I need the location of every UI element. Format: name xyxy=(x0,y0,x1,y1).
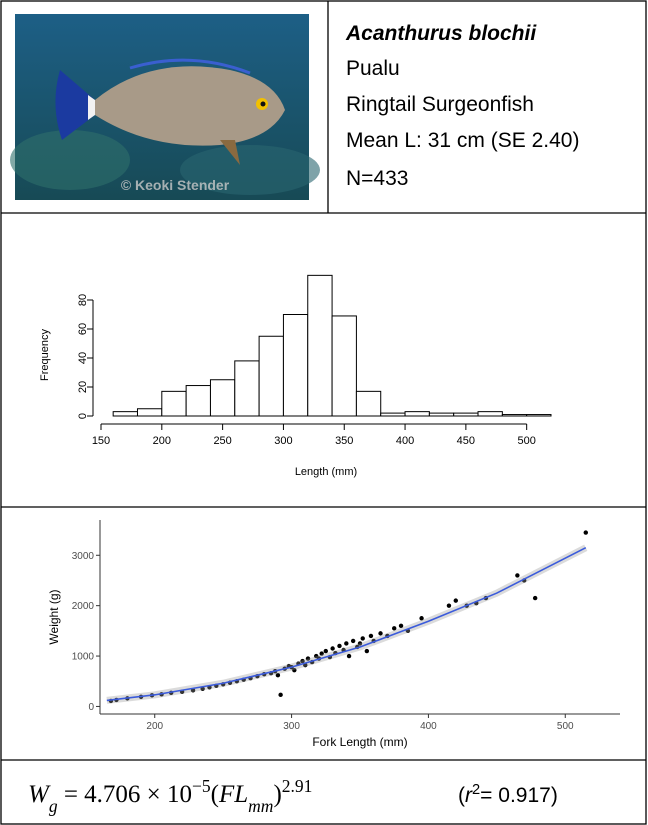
bar xyxy=(428,412,455,417)
bar xyxy=(453,412,479,417)
bar xyxy=(209,379,236,417)
point xyxy=(337,643,342,649)
point xyxy=(378,631,383,636)
point xyxy=(357,641,363,646)
x-tick-label: 450 xyxy=(457,435,475,447)
x-tick-label: 500 xyxy=(557,721,574,732)
y-tick-label: 2000 xyxy=(72,601,95,612)
bar xyxy=(355,390,382,417)
point xyxy=(292,667,297,673)
y-tick-label: 60 xyxy=(77,323,89,335)
point xyxy=(419,616,424,621)
bar xyxy=(331,315,357,417)
point xyxy=(330,646,335,651)
bar xyxy=(234,360,260,417)
fit-line xyxy=(106,547,587,702)
point xyxy=(305,656,311,661)
point xyxy=(532,595,538,601)
bar xyxy=(258,335,284,417)
y-tick-label: 1000 xyxy=(72,652,95,663)
bar xyxy=(380,412,406,417)
common-name: Ringtail Surgeonfish xyxy=(346,93,534,116)
y-axis-title: Weight (g) xyxy=(47,589,61,644)
equation-part: W xyxy=(28,781,51,808)
x-tick-label: 200 xyxy=(146,721,163,732)
photo-credit: © Keoki Stender xyxy=(121,177,230,193)
y-tick-label: 80 xyxy=(77,294,89,306)
bar xyxy=(501,414,528,417)
bar xyxy=(136,408,163,417)
x-axis-title: Fork Length (mm) xyxy=(312,735,407,749)
point xyxy=(446,603,452,608)
y-tick-label: 0 xyxy=(88,702,94,713)
point xyxy=(398,623,404,629)
equation-part: 2 xyxy=(472,782,480,798)
x-tick-label: 350 xyxy=(335,435,353,447)
equation-part: = 0.917) xyxy=(480,784,558,807)
equation-part: ( xyxy=(458,784,465,807)
bar xyxy=(307,274,333,417)
r-squared: (r2= 0.917) xyxy=(458,782,558,807)
x-tick-label: 150 xyxy=(92,435,110,447)
bar xyxy=(112,411,138,417)
equation-part: = 4.706 × 10 xyxy=(58,781,192,808)
x-tick-label: 300 xyxy=(283,721,300,732)
point xyxy=(392,626,397,631)
x-tick-label: 400 xyxy=(420,721,437,732)
bar xyxy=(161,390,187,417)
x-tick-label: 250 xyxy=(213,435,231,447)
point xyxy=(319,651,324,656)
x-tick-label: 200 xyxy=(153,435,171,447)
equation-part: ( xyxy=(211,781,219,808)
y-tick-label: 40 xyxy=(77,352,89,364)
y-tick-label: 0 xyxy=(77,413,89,419)
equation-part: 2.91 xyxy=(282,776,313,796)
scientific-name: Acanthurus blochii xyxy=(345,22,537,45)
point xyxy=(453,598,458,603)
point xyxy=(350,638,356,644)
equation-part: −5 xyxy=(192,776,211,796)
bar xyxy=(526,414,552,417)
fish-photo: © Keoki Stender xyxy=(10,14,320,200)
point xyxy=(368,633,374,639)
equation-part: ) xyxy=(273,781,281,808)
mean-length: Mean L: 31 cm (SE 2.40) xyxy=(346,129,579,152)
equation-part: mm xyxy=(248,796,273,816)
bar xyxy=(404,411,430,417)
point xyxy=(275,673,281,678)
x-tick-label: 300 xyxy=(274,435,292,447)
point xyxy=(344,641,349,646)
point xyxy=(278,692,283,698)
y-tick-label: 20 xyxy=(77,381,89,393)
equation-part: FL xyxy=(218,781,248,808)
point xyxy=(323,648,328,654)
equation-part: r xyxy=(465,784,473,807)
bar xyxy=(282,314,309,417)
bar xyxy=(477,411,503,417)
x-tick-label: 500 xyxy=(517,435,535,447)
equation-part: g xyxy=(49,796,58,816)
bar xyxy=(185,385,211,417)
fit-band xyxy=(106,544,588,704)
sample-size: N=433 xyxy=(346,167,408,190)
point xyxy=(300,658,305,664)
point xyxy=(346,653,352,659)
point xyxy=(583,530,588,535)
y-tick-label: 3000 xyxy=(72,551,95,562)
y-axis-title: Frequency xyxy=(39,329,51,381)
equation: Wg = 4.706 × 10−5(FLmm)2.91 xyxy=(28,776,312,816)
local-name: Pualu xyxy=(346,57,400,80)
x-axis-title: Length (mm) xyxy=(295,466,357,478)
x-tick-label: 400 xyxy=(396,435,414,447)
point xyxy=(360,636,365,641)
point xyxy=(364,648,370,654)
point xyxy=(515,573,520,578)
